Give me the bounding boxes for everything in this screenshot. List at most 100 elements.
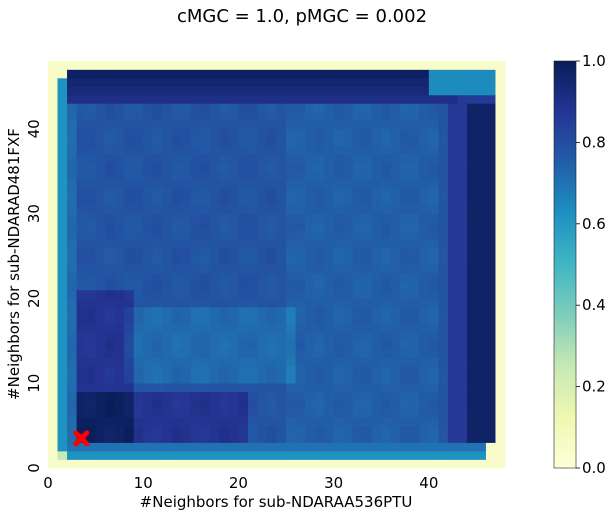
heatmap-cell <box>133 154 144 164</box>
heatmap-cell <box>228 272 239 282</box>
heatmap-cell <box>447 434 458 443</box>
heatmap-cell <box>238 459 249 469</box>
heatmap-cell <box>333 281 344 291</box>
x-tick-label: 20 <box>229 474 248 492</box>
heatmap-cell <box>276 256 287 265</box>
heatmap-cell <box>457 188 468 198</box>
heatmap-cell <box>495 154 506 164</box>
heatmap-cell <box>171 298 182 308</box>
heatmap-cell <box>438 264 449 274</box>
heatmap-cell <box>476 162 487 172</box>
heatmap-cell <box>362 417 373 426</box>
heatmap-cell <box>409 205 420 214</box>
heatmap-cell <box>466 357 477 367</box>
heatmap-cell <box>247 289 258 299</box>
heatmap-cell <box>209 451 220 460</box>
heatmap-cell <box>228 103 239 113</box>
heatmap-cell <box>485 230 496 240</box>
colorbar-ticks: 0.00.20.40.60.81.0 <box>576 52 606 477</box>
heatmap-cell <box>333 306 344 316</box>
heatmap-cell <box>295 349 306 359</box>
heatmap-cell <box>114 154 125 164</box>
heatmap-cell <box>352 213 363 223</box>
heatmap-cell <box>152 154 163 164</box>
heatmap-cell <box>305 205 315 214</box>
heatmap-cell <box>190 230 201 240</box>
heatmap-cell <box>400 171 411 181</box>
heatmap-cell <box>162 264 173 274</box>
heatmap-cell <box>305 340 315 350</box>
heatmap-cell <box>105 230 115 240</box>
heatmap-cell <box>333 408 344 418</box>
heatmap-cell <box>114 256 125 265</box>
heatmap-cell <box>305 383 315 393</box>
heatmap-cell <box>295 425 306 435</box>
heatmap-cell <box>457 332 468 342</box>
heatmap-cell <box>286 196 296 206</box>
heatmap-cell <box>257 451 268 460</box>
heatmap-cell <box>276 154 287 164</box>
heatmap-cell <box>181 137 192 147</box>
heatmap-cell <box>48 315 58 325</box>
heatmap-cell <box>276 340 287 350</box>
heatmap-cell <box>419 222 430 231</box>
heatmap-cell <box>200 137 211 147</box>
heatmap-cell <box>57 145 68 155</box>
heatmap-cell <box>428 340 439 350</box>
heatmap-cell <box>95 256 106 265</box>
heatmap-cell <box>390 264 401 274</box>
heatmap-cell <box>476 349 487 359</box>
heatmap-cell <box>276 205 287 214</box>
heatmap-cell <box>476 137 487 147</box>
heatmap-cell <box>352 120 363 130</box>
heatmap-cell <box>295 171 306 181</box>
heatmap-cell <box>352 256 363 265</box>
heatmap-cell <box>419 205 430 214</box>
heatmap-cell <box>190 86 201 96</box>
heatmap-cell <box>314 264 325 274</box>
heatmap-cell <box>190 137 201 147</box>
heatmap-cell <box>171 137 182 147</box>
heatmap-cell <box>76 340 87 350</box>
heatmap-cell <box>381 374 392 384</box>
heatmap-cell <box>409 374 420 384</box>
heatmap-cell <box>362 69 373 79</box>
heatmap-cell <box>266 205 277 214</box>
heatmap-cell <box>381 289 392 299</box>
heatmap-cell <box>67 120 77 130</box>
heatmap-cell <box>152 349 163 359</box>
heatmap-cell <box>219 408 230 418</box>
heatmap-cell <box>390 306 401 316</box>
heatmap-cell <box>124 86 135 96</box>
heatmap-cell <box>238 408 249 418</box>
heatmap-cell <box>352 94 363 104</box>
heatmap-cell <box>219 417 230 426</box>
heatmap-cell <box>352 289 363 299</box>
heatmap-cell <box>67 289 77 299</box>
heatmap-cell <box>76 459 87 469</box>
heatmap-cell <box>105 417 115 426</box>
heatmap-cell <box>305 247 315 257</box>
heatmap-cell <box>228 349 239 359</box>
heatmap-cell <box>324 434 334 443</box>
heatmap-cell <box>476 247 487 257</box>
heatmap-cell <box>181 400 192 409</box>
heatmap-cell <box>143 349 154 359</box>
heatmap-cell <box>400 128 411 138</box>
heatmap-cell <box>295 323 306 333</box>
heatmap-cell <box>152 315 163 325</box>
heatmap-cell <box>381 272 392 282</box>
heatmap-cell <box>162 408 173 418</box>
heatmap-cell <box>419 315 430 325</box>
heatmap-cell <box>485 400 496 409</box>
heatmap-cell <box>48 391 58 401</box>
heatmap-cell <box>95 230 106 240</box>
heatmap-cell <box>162 171 173 181</box>
heatmap-cell <box>362 272 373 282</box>
heatmap-cell <box>219 111 230 121</box>
heatmap-cell <box>143 281 154 291</box>
heatmap-cell <box>209 213 220 223</box>
heatmap-cell <box>105 264 115 274</box>
heatmap-cell <box>238 281 249 291</box>
